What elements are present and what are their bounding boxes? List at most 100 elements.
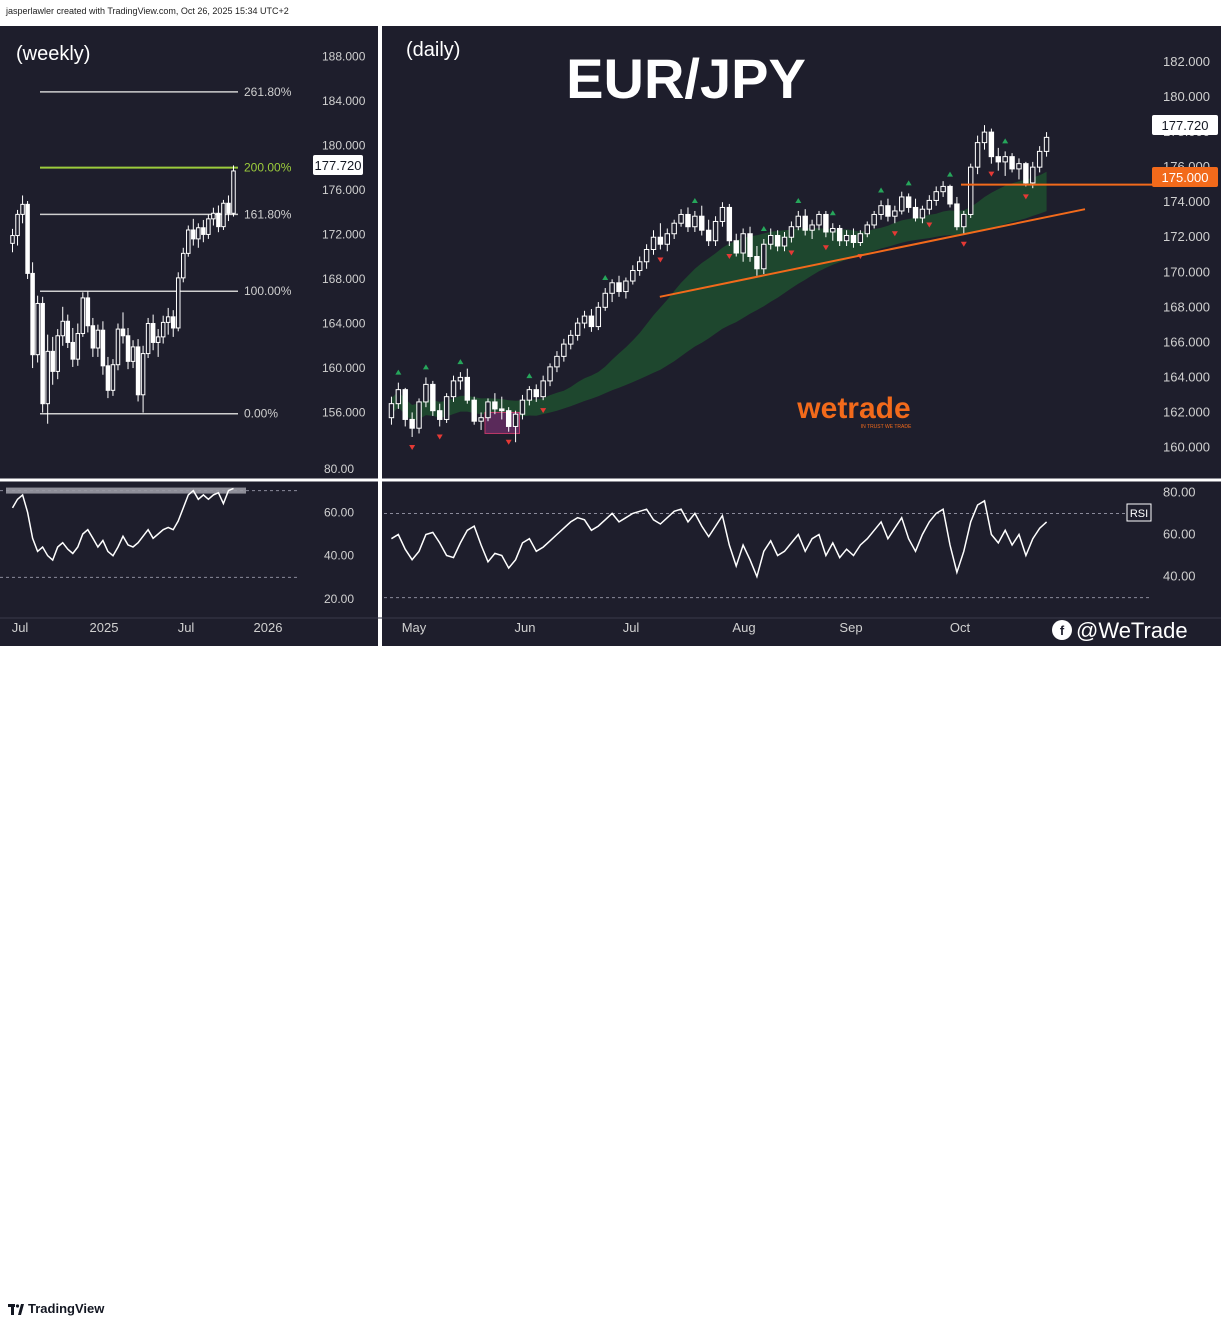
daily-price-tick: 168.000 [1163,299,1210,314]
weekly-candle-body [80,297,86,335]
daily-candle-body [919,208,926,219]
daily-candle-body [1036,150,1043,168]
weekly-candle-body [110,364,116,391]
weekly-candle-body [231,170,236,214]
arrow-up-icon [691,197,698,203]
fib-levels: 261.80% 200.00% 161.80% 100.00% 0.00% [40,85,292,421]
weekly-candle-body [211,212,216,220]
daily-candle-body [533,389,539,398]
weekly-candle-body [15,213,20,237]
daily-candle-body [974,142,981,168]
daily-rsi-tick: 60.00 [1163,526,1196,541]
arrow-up-icon [947,171,954,177]
daily-candle-body [664,233,670,245]
daily-price-tick: 174.000 [1163,194,1210,209]
weekly-candle-body [181,252,186,279]
daily-candle-body [947,185,953,205]
weekly-candle-body [120,328,126,337]
daily-candle-body [905,196,912,208]
weekly-time-tick: 2025 [90,620,119,635]
daily-candle-body [492,401,498,410]
rsi-label: RSI [1130,508,1148,520]
daily-candle-body [430,383,436,412]
daily-price-tick: 162.000 [1163,404,1210,419]
weekly-candle-body [130,346,136,362]
daily-candle-body [636,261,643,272]
weekly-candle-body [125,335,131,362]
tradingview-icon [8,1303,24,1315]
weekly-candle-body [50,350,55,372]
weekly-rsi-tick: 60.00 [324,505,354,519]
weekly-candle-body [206,218,211,235]
daily-candle-body [574,322,581,336]
weekly-candle-body [70,341,76,360]
weekly-candle-body [100,329,106,367]
weekly-candle-body [150,323,156,343]
daily-candle-body [940,185,946,193]
chart-canvas: 261.80% 200.00% 161.80% 100.00% 0.00% 188.00… [0,26,1221,646]
weekly-time-tick: Jul [12,620,29,635]
daily-candle-body [961,213,967,228]
weekly-candle-body [25,203,30,274]
weekly-last-price: 177.720 [315,158,362,173]
daily-candle-body [692,215,698,228]
weekly-candle-body [10,235,15,244]
daily-price-tick: 170.000 [1163,264,1210,279]
daily-candle-body [471,399,477,422]
daily-last-price: 177.720 [1162,118,1209,133]
daily-candle-body [643,248,650,263]
daily-candle-body [988,131,995,158]
daily-candle-body [478,417,484,422]
daily-candle-body [754,256,760,270]
daily-time-axis: May Jun Jul Aug Sep Oct [402,620,971,635]
weekly-candle-body [140,353,146,396]
daily-candle-body [795,215,802,228]
daily-candle-body [995,156,1001,163]
daily-candle-body [388,403,395,419]
daily-candle-body [864,224,870,235]
daily-chart: 182.000180.000178.000176.000174.000172.0… [384,39,1218,643]
daily-candle-body [954,203,960,228]
arrow-down-icon [960,241,967,247]
fib-label: 100.00% [244,284,292,298]
weekly-price-tick: 156.000 [322,406,366,420]
weekly-chart: 261.80% 200.00% 161.80% 100.00% 0.00% 188.00… [0,43,366,635]
weekly-candle-body [115,328,121,366]
watermark-tagline: IN TRUST WE TRADE [861,424,912,430]
daily-candle-body [719,206,726,222]
daily-rsi-line [391,499,1048,579]
daily-candle-body [416,401,422,429]
credit-line: jasperlawler created with TradingView.co… [6,6,289,16]
daily-candle-body [761,243,767,270]
daily-candle-body [981,131,988,144]
weekly-candle-body [40,302,45,405]
weekly-candle-body [35,302,40,356]
weekly-candle-body [226,202,231,214]
arrow-up-icon [1002,138,1009,144]
daily-candle-body [1030,166,1036,184]
daily-candle-body [1002,156,1008,163]
daily-candle-body [788,226,795,238]
daily-price-tick: 166.000 [1163,334,1210,349]
daily-time-tick: Jul [623,620,640,635]
weekly-last-price-tag: 177.720 [313,155,363,175]
weekly-time-axis: Jul 2025 Jul 2026 [12,620,283,635]
arrow-down-icon [788,250,795,256]
arrow-down-icon [822,245,829,251]
daily-candle-body [616,282,622,293]
arrow-up-icon [395,369,402,375]
daily-candle-body [505,410,512,427]
daily-candle-body [623,280,629,293]
weekly-candle-body [160,321,166,338]
daily-candle-body [712,220,719,242]
daily-candle-body [885,205,891,217]
daily-candle-body [395,389,402,405]
weekly-candle-body [145,323,151,355]
daily-candle-body [499,408,505,412]
daily-candle-body [781,236,788,247]
daily-candle-body [850,234,857,243]
weekly-price-axis: 188.000 184.000 180.000 176.000 172.000 168.0… [322,49,366,419]
daily-candle-body [671,222,677,235]
weekly-price-tick: 160.000 [322,361,366,375]
daily-candle-body [892,210,898,217]
